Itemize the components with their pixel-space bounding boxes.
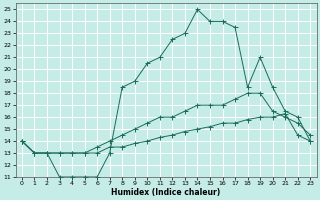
X-axis label: Humidex (Indice chaleur): Humidex (Indice chaleur)	[111, 188, 221, 197]
